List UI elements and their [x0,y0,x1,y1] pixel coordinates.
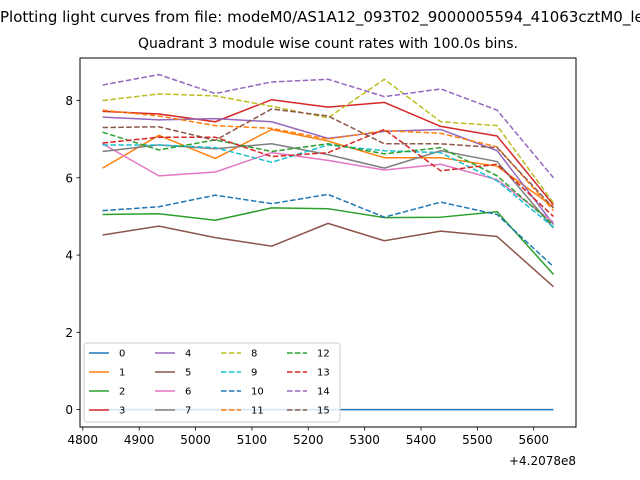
x-tick-label: 4900 [124,433,155,447]
series-layer [102,73,555,411]
legend-label-9: 9 [251,368,257,379]
x-tick-label: 5200 [293,433,324,447]
series-line-14 [102,73,555,179]
legend-label-15: 15 [317,406,330,417]
legend-label-14: 14 [317,387,330,398]
series-line-13 [102,128,554,217]
legend-label-12: 12 [317,349,330,360]
x-tick-label: 5000 [180,433,211,447]
chart-title: Quadrant 3 module wise count rates with … [138,36,518,52]
axes-frame [79,57,577,428]
y-tick-label: 0 [65,403,73,417]
x-offset-label: +4.2078e8 [509,454,576,468]
y-tick-label: 6 [65,171,73,185]
legend-label-2: 2 [119,387,125,398]
legend-label-8: 8 [251,349,257,360]
x-tick-label: 5400 [406,433,437,447]
y-tick-label: 2 [65,326,73,340]
series-line-1 [102,128,554,208]
x-tick-label: 5100 [237,433,268,447]
legend-label-11: 11 [251,406,264,417]
legend-label-3: 3 [119,406,125,417]
series-line-3 [102,98,555,206]
legend-label-4: 4 [185,349,191,360]
series-line-12 [102,131,554,226]
series-line-9 [102,144,554,228]
series-line-11 [102,109,555,212]
legend-label-7: 7 [185,406,191,417]
x-tick-label: 4800 [68,433,99,447]
legend-label-1: 1 [119,368,125,379]
legend-box [83,342,341,423]
legend-label-5: 5 [185,368,191,379]
series-line-10 [102,193,554,268]
y-tick-label: 8 [65,94,73,108]
legend-label-13: 13 [317,368,330,379]
x-tick-label: 5500 [462,433,493,447]
legend-label-6: 6 [185,387,191,398]
series-line-6 [102,143,554,223]
series-line-2 [102,207,555,275]
legend-label-10: 10 [251,387,264,398]
series-line-15 [102,108,554,209]
x-tick-label: 5600 [518,433,549,447]
y-tick-label: 4 [65,249,73,263]
y-axis: 0 2 4 6 8 [65,94,80,417]
series-line-8 [102,78,555,204]
legend-label-0: 0 [119,349,125,360]
figure-suptitle: Plotting light curves from file: modeM0/… [0,8,640,26]
series-line-5 [102,222,554,288]
x-axis: 4800 4900 5000 5100 5200 5300 5400 5500 5600 [68,427,549,447]
x-tick-label: 5300 [349,433,380,447]
